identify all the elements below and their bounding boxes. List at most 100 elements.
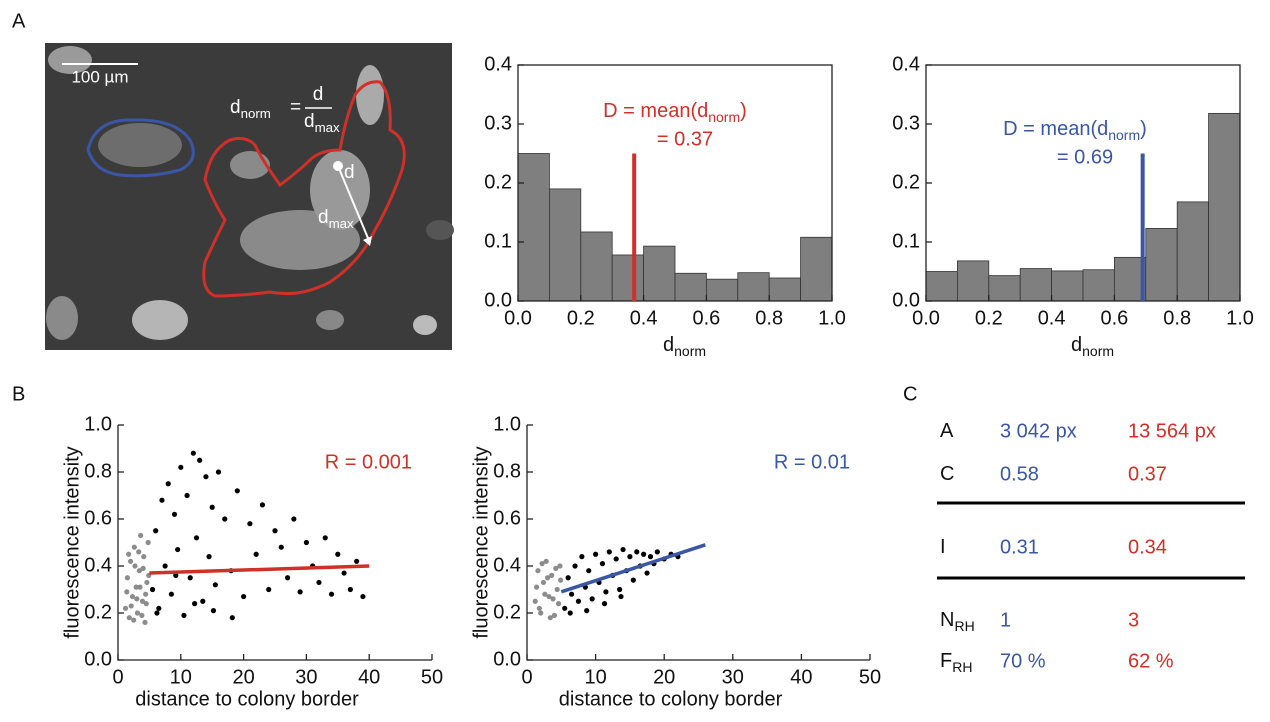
y-tick-label: 0.1	[892, 230, 920, 252]
point	[141, 554, 147, 560]
mean-label: D = mean(dnorm)	[1003, 118, 1147, 142]
mean-label-part: norm	[1108, 127, 1140, 143]
row-label-part: RH	[952, 659, 972, 675]
point	[586, 568, 592, 574]
point	[154, 610, 160, 616]
bar	[1176, 201, 1209, 302]
x-tick-label: 30	[295, 666, 317, 688]
point	[127, 558, 134, 564]
point	[212, 582, 218, 588]
y-tick-label: 0.4	[493, 554, 521, 576]
x-tick-label: 0.2	[975, 307, 1003, 329]
x-tick-label: 50	[859, 666, 881, 688]
point	[197, 457, 203, 463]
mean-label-part: norm	[708, 109, 740, 125]
y-tick-label: 0.2	[892, 171, 920, 193]
point	[291, 516, 297, 522]
point	[131, 617, 137, 623]
point	[316, 579, 322, 586]
point	[562, 605, 568, 611]
cell: 70 %	[1000, 650, 1046, 672]
point	[126, 551, 132, 557]
bar	[1145, 228, 1178, 302]
point	[584, 608, 590, 614]
point	[654, 549, 660, 555]
y-tick-label: 1.0	[84, 413, 112, 435]
point	[536, 605, 542, 611]
y-axis-label: fluorescence intensity	[61, 446, 83, 638]
point	[354, 558, 360, 564]
point	[129, 593, 136, 600]
x-tick-label: 0.6	[692, 307, 720, 329]
point	[168, 591, 174, 597]
point	[328, 591, 335, 597]
x-tick-label: 10	[584, 666, 606, 688]
point	[178, 464, 184, 470]
y-tick-label: 0.3	[484, 112, 512, 134]
fit-line	[149, 564, 370, 575]
point	[550, 596, 556, 602]
point	[192, 601, 198, 607]
point	[133, 584, 139, 590]
row-label-part: C	[940, 463, 954, 485]
point	[322, 535, 328, 541]
point	[579, 554, 585, 560]
point	[589, 596, 595, 602]
bar	[800, 236, 833, 302]
row-label: C	[940, 463, 954, 485]
point	[139, 612, 145, 618]
point	[206, 554, 212, 560]
point	[266, 586, 272, 593]
point	[613, 556, 619, 562]
mean-value-label: = 0.69	[1057, 146, 1113, 168]
point	[347, 586, 353, 593]
point	[618, 593, 624, 600]
point	[272, 528, 278, 534]
x-tick-label: 30	[722, 666, 744, 688]
x-axis-label: distance to colony border	[135, 688, 359, 710]
point	[297, 589, 303, 595]
annotation: R = 0.01	[774, 451, 850, 473]
point	[599, 561, 606, 567]
point	[134, 596, 140, 602]
point	[549, 572, 555, 579]
x-tick-label: 1.0	[1226, 307, 1254, 329]
point	[644, 570, 650, 576]
mean-label-part: )	[1140, 118, 1147, 140]
point	[601, 601, 608, 607]
point	[551, 612, 558, 618]
bar	[1019, 268, 1053, 302]
x-tick-label: 20	[653, 666, 675, 688]
point	[124, 575, 131, 581]
point	[620, 546, 626, 553]
point	[143, 601, 149, 607]
y-tick-label: 0.2	[493, 601, 521, 623]
y-tick-label: 0.0	[493, 648, 521, 670]
cell: 3	[1128, 609, 1139, 631]
point	[162, 563, 168, 569]
point	[253, 551, 259, 557]
point	[303, 539, 309, 546]
point	[647, 554, 654, 560]
scale-bar-label: 100 µm	[71, 67, 128, 86]
bar	[1082, 269, 1115, 302]
bar	[925, 271, 958, 302]
formula-lhs-part: norm	[241, 106, 271, 121]
point	[546, 593, 552, 600]
formula-den: dmax	[304, 111, 340, 135]
point	[603, 589, 609, 595]
point	[341, 570, 347, 576]
formula-den-part: d	[304, 111, 315, 132]
row-label: A	[940, 420, 954, 442]
y-tick-label: 0.8	[493, 460, 521, 482]
y-tick-label: 0.8	[84, 460, 112, 482]
x-tick-label: 50	[421, 666, 443, 688]
row-label-part: RH	[954, 618, 974, 634]
point	[210, 608, 217, 614]
x-tick-label: 20	[232, 666, 254, 688]
point	[153, 528, 159, 534]
point	[143, 591, 149, 597]
mean-label-part: D = mean(d	[603, 100, 708, 122]
x-tick-label: 0	[112, 666, 123, 688]
